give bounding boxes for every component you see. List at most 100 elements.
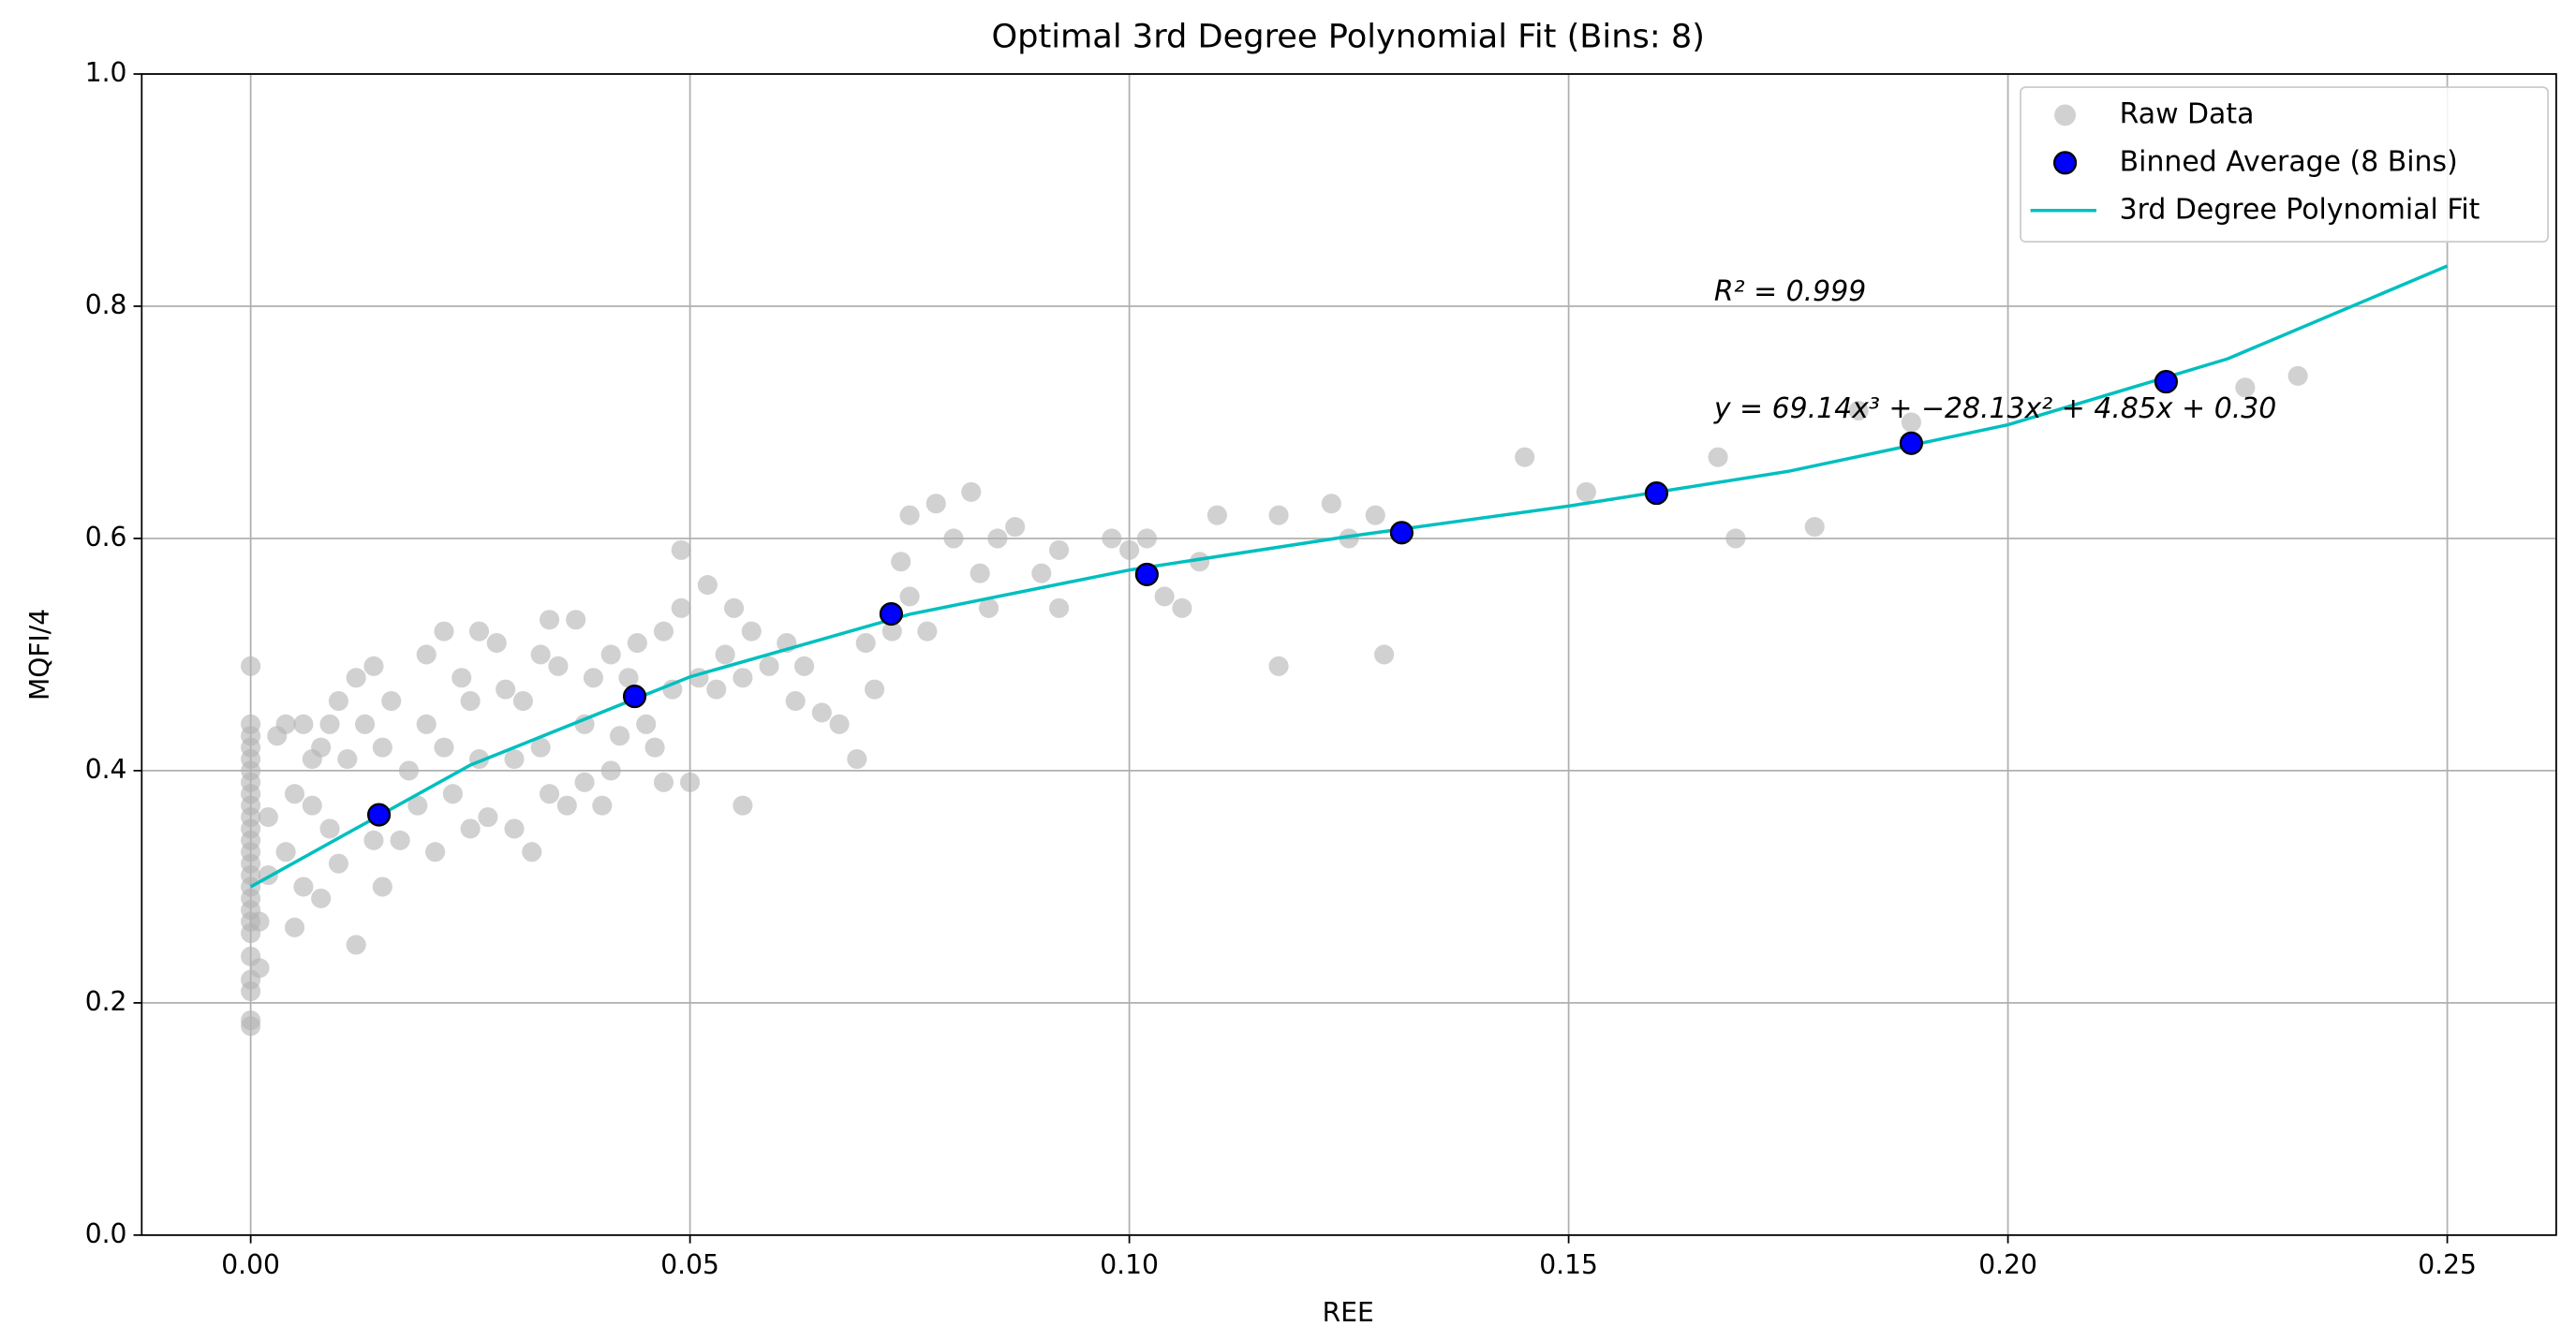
legend-swatch — [2054, 104, 2077, 126]
raw-point — [1804, 517, 1825, 538]
raw-point — [363, 830, 384, 850]
raw-point — [539, 784, 560, 804]
x-tick-label: 0.05 — [660, 1249, 719, 1280]
binned-point — [2154, 370, 2179, 394]
raw-point — [978, 597, 999, 618]
y-tick-label: 0.8 — [85, 289, 127, 320]
raw-point — [970, 563, 990, 583]
binned-point — [622, 685, 647, 709]
raw-point — [1268, 505, 1289, 525]
raw-point — [1154, 586, 1175, 607]
raw-point — [793, 656, 815, 676]
raw-point — [363, 656, 384, 676]
raw-point — [416, 644, 437, 665]
raw-point — [293, 877, 314, 897]
raw-point — [468, 621, 490, 642]
raw-point — [530, 737, 551, 758]
raw-point — [715, 644, 735, 665]
raw-point — [398, 760, 420, 781]
raw-point — [275, 714, 296, 734]
raw-point — [592, 795, 613, 816]
y-tick-label: 0.0 — [85, 1218, 127, 1249]
raw-point — [372, 877, 392, 897]
raw-point — [566, 610, 586, 630]
raw-point — [706, 679, 727, 700]
raw-point — [319, 714, 340, 734]
chart-title: Optimal 3rd Degree Polynomial Fit (Bins:… — [991, 17, 1704, 55]
x-axis-label: REE — [1323, 1297, 1374, 1328]
raw-point — [548, 656, 569, 676]
raw-point — [504, 818, 525, 839]
raw-point — [1119, 539, 1140, 560]
raw-point — [512, 690, 533, 712]
raw-point — [496, 679, 516, 700]
raw-point — [733, 795, 753, 816]
raw-point — [381, 690, 402, 712]
raw-point — [241, 1010, 261, 1031]
raw-point — [337, 748, 358, 770]
raw-point — [636, 714, 657, 734]
raw-point — [574, 714, 595, 734]
raw-point — [653, 621, 674, 642]
raw-point — [899, 586, 920, 607]
y-tick-label: 1.0 — [85, 57, 127, 88]
raw-point — [891, 552, 911, 572]
raw-point — [1136, 528, 1157, 549]
raw-point — [1049, 539, 1070, 560]
raw-point — [1321, 494, 1341, 514]
raw-point — [556, 795, 577, 816]
raw-point — [1515, 447, 1535, 467]
raw-point — [1901, 412, 1921, 433]
raw-point — [241, 714, 261, 734]
raw-point — [346, 668, 366, 688]
y-tick-label: 0.2 — [85, 986, 127, 1017]
raw-point — [504, 748, 525, 770]
raw-point — [1848, 401, 1869, 421]
raw-point — [284, 917, 305, 937]
binned-point — [1134, 562, 1159, 586]
y-tick-label: 0.4 — [85, 754, 127, 785]
binned-point — [879, 601, 903, 627]
raw-point — [917, 621, 938, 642]
raw-point — [1207, 505, 1227, 525]
raw-point — [723, 597, 745, 618]
raw-point — [539, 610, 560, 630]
raw-point — [1172, 597, 1192, 618]
x-tick-label: 0.00 — [221, 1249, 280, 1280]
raw-point — [1725, 528, 1746, 549]
raw-point — [785, 690, 806, 712]
raw-point — [759, 656, 779, 676]
raw-point — [1374, 644, 1395, 665]
raw-point — [829, 714, 850, 734]
raw-point — [390, 830, 410, 850]
x-tick-label: 0.10 — [1100, 1249, 1159, 1280]
binned-point — [1899, 431, 1923, 455]
raw-point — [241, 656, 261, 676]
legend-swatch — [2052, 151, 2078, 175]
raw-point — [847, 748, 867, 770]
raw-point — [811, 702, 832, 723]
raw-point — [961, 481, 982, 502]
raw-point — [530, 644, 551, 665]
raw-point — [610, 726, 630, 746]
raw-point — [680, 772, 701, 792]
raw-point — [855, 633, 876, 654]
raw-point — [865, 679, 885, 700]
legend-label: Raw Data — [2120, 97, 2255, 130]
raw-point — [293, 714, 314, 734]
raw-point — [346, 935, 366, 955]
raw-point — [1576, 481, 1596, 502]
x-tick-label: 0.20 — [1978, 1249, 2037, 1280]
raw-point — [311, 888, 332, 908]
raw-point — [355, 714, 376, 734]
raw-point — [425, 842, 446, 863]
raw-point — [522, 842, 542, 863]
raw-point — [1708, 447, 1728, 467]
raw-point — [733, 668, 753, 688]
raw-point — [302, 795, 322, 816]
raw-point — [671, 539, 691, 560]
annotation: y = 69.14x³ + −28.13x² + 4.85x + 0.30 — [1713, 392, 2276, 425]
raw-point — [987, 528, 1008, 549]
